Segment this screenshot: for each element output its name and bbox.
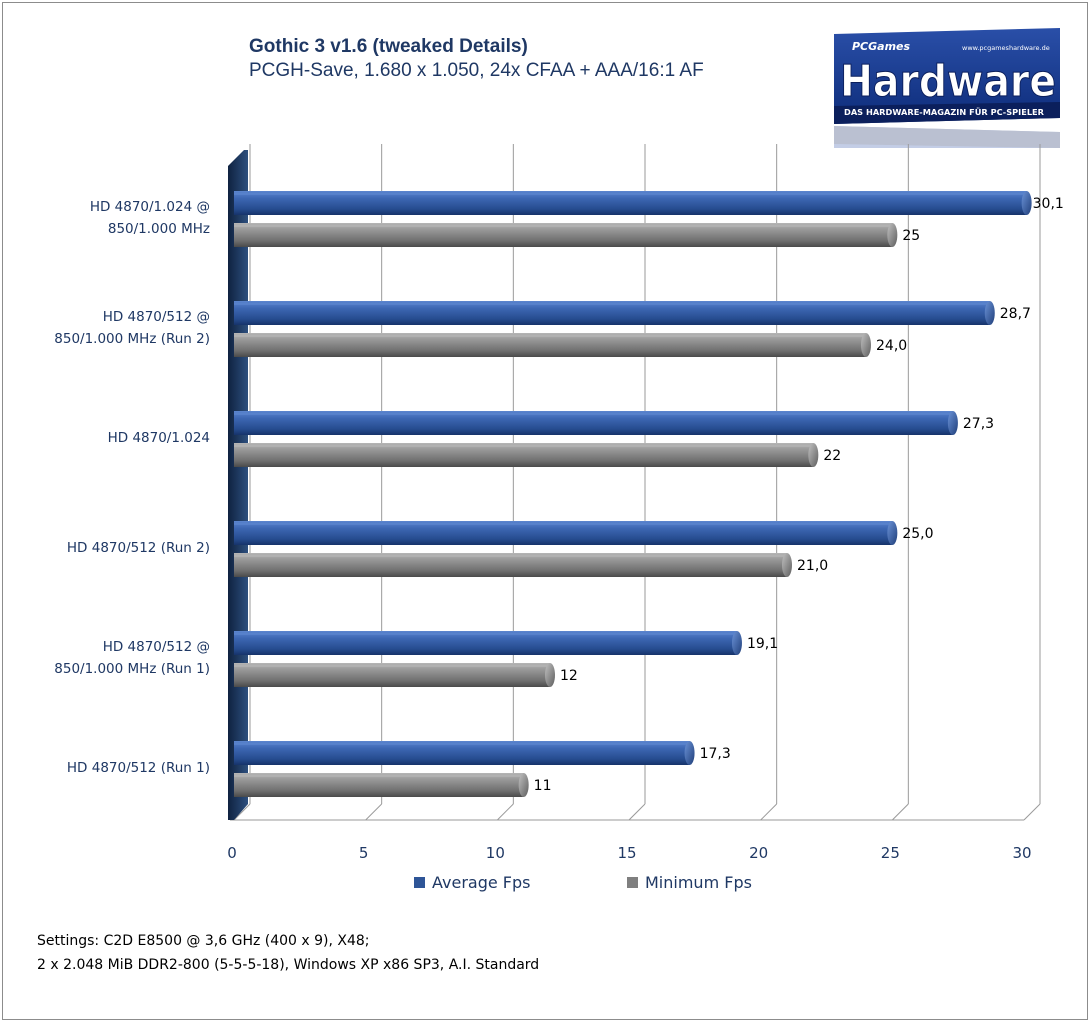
bar-highlight [234, 555, 787, 557]
data-label: 22 [823, 448, 841, 464]
gridline-depth [760, 803, 778, 821]
pcgh-logo: PCGames www.pcgameshardware.de Hardware … [834, 28, 1060, 124]
bar-cap [1021, 191, 1032, 215]
bar-cap [984, 301, 995, 325]
bar-average [234, 191, 1032, 215]
chart-title: Gothic 3 v1.6 (tweaked Details) [249, 36, 528, 57]
bar-highlight [234, 335, 866, 337]
bar-cap [545, 663, 555, 687]
bar-cap [947, 411, 958, 435]
bar-highlight [234, 743, 690, 745]
data-label: 25 [902, 228, 920, 244]
bar-cap [518, 773, 529, 797]
bar-cap [808, 443, 819, 467]
bar-highlight [234, 665, 550, 667]
data-label: 24,0 [876, 338, 907, 354]
bar-cap [887, 521, 898, 545]
data-label: 11 [534, 778, 552, 794]
category-label: 850/1.000 MHz (Run 2) [54, 331, 210, 347]
category-label: HD 4870/512 (Run 1) [67, 760, 210, 776]
bar-average [234, 411, 958, 435]
y-axis-wall [228, 150, 248, 820]
bar-minimum [234, 553, 792, 577]
legend-swatch-average [414, 877, 425, 888]
category-label: HD 4870/512 (Run 2) [67, 540, 210, 556]
gridline-depth [1023, 803, 1041, 821]
gridline-depth [365, 803, 383, 821]
x-tick-label: 10 [486, 844, 505, 862]
x-tick-label: 25 [881, 844, 900, 862]
gridline-depth [233, 803, 251, 821]
x-tick-label: 20 [749, 844, 768, 862]
data-label: 17,3 [700, 746, 731, 762]
settings-line-1: Settings: C2D E8500 @ 3,6 GHz (400 x 9),… [37, 933, 370, 949]
bar-average [234, 631, 742, 655]
legend-item-minimum: Minimum Fps [627, 873, 752, 892]
data-label: 21,0 [797, 558, 828, 574]
bar-minimum [234, 663, 555, 687]
bar-highlight [234, 445, 814, 447]
gridline-depth [496, 803, 514, 821]
bar-minimum [234, 443, 819, 467]
bar-minimum [234, 773, 529, 797]
chart-subtitle: PCGH-Save, 1.680 x 1.050, 24x CFAA + AAA… [249, 60, 704, 81]
gridline-depth [891, 803, 909, 821]
labels: 0 5 10 15 20 25 30 30,1 25 HD 4870/1.024 @ 850/1.0… [54, 196, 1064, 862]
svg-text:DAS HARDWARE-MAGAZIN FÜR PC-SP: DAS HARDWARE-MAGAZIN FÜR PC-SPIELER [844, 108, 1044, 117]
gridlines [230, 144, 1041, 821]
x-tick-label: 15 [617, 844, 636, 862]
bar-cap [731, 631, 742, 655]
bar-average [234, 301, 995, 325]
data-label: 19,1 [747, 636, 778, 652]
bar-highlight [234, 225, 893, 227]
legend-item-average: Average Fps [414, 873, 530, 892]
bars [234, 191, 1032, 797]
x-tick-label: 30 [1012, 844, 1031, 862]
bar-highlight [234, 193, 1027, 195]
bar-minimum [234, 333, 871, 357]
data-label: 12 [560, 668, 578, 684]
legend-label-minimum: Minimum Fps [645, 873, 752, 892]
bar-cap [887, 223, 898, 247]
settings-line-2: 2 x 2.048 MiB DDR2-800 (5-5-5-18), Windo… [37, 957, 540, 973]
category-label: 850/1.000 MHz [108, 221, 210, 237]
category-label: HD 4870/1.024 @ [90, 199, 210, 215]
gridline-depth [628, 803, 646, 821]
data-label: 25,0 [902, 526, 933, 542]
legend-swatch-minimum [627, 877, 638, 888]
bar-cap [684, 741, 695, 765]
svg-text:Hardware: Hardware [840, 56, 1056, 107]
bar-cap [782, 553, 792, 577]
axis-wall [228, 150, 248, 820]
category-label: 850/1.000 MHz (Run 1) [54, 661, 210, 677]
data-label: 28,7 [1000, 306, 1031, 322]
bar-highlight [234, 303, 990, 305]
bar-average [234, 741, 695, 765]
bar-highlight [234, 775, 524, 777]
category-label: HD 4870/512 @ [103, 309, 210, 325]
bar-highlight [234, 413, 953, 415]
bar-highlight [234, 523, 893, 525]
x-tick-label: 5 [359, 844, 369, 862]
bar-minimum [234, 223, 898, 247]
bar-highlight [234, 633, 737, 635]
bar-cap [861, 333, 871, 357]
category-label: HD 4870/512 @ [103, 639, 210, 655]
data-label: 27,3 [963, 416, 994, 432]
svg-text:PCGames: PCGames [852, 40, 911, 53]
category-label: HD 4870/1.024 [108, 430, 210, 446]
data-label: 30,1 [1033, 196, 1064, 212]
pcgh-logo-reflection [830, 124, 1062, 148]
x-tick-label: 0 [227, 844, 237, 862]
legend-label-average: Average Fps [432, 873, 531, 892]
svg-text:www.pcgameshardware.de: www.pcgameshardware.de [962, 44, 1050, 52]
bar-average [234, 521, 898, 545]
